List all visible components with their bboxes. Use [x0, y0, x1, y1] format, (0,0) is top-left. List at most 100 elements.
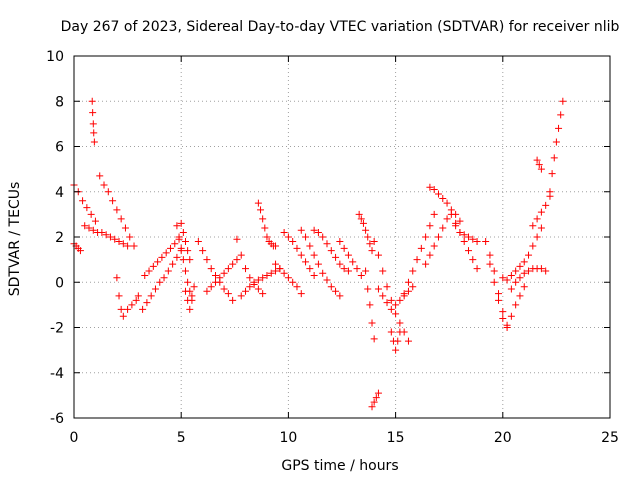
data-point [464, 247, 472, 255]
data-point [297, 290, 305, 298]
data-point [340, 265, 348, 273]
data-point [520, 258, 528, 266]
data-point [409, 267, 417, 275]
data-point [535, 161, 543, 169]
y-tick-label: 0 [55, 275, 64, 291]
data-point [533, 215, 541, 223]
data-point [404, 337, 412, 345]
data-point [362, 267, 370, 275]
data-point [181, 267, 189, 275]
data-point [430, 185, 438, 193]
data-point [289, 278, 297, 286]
data-point [516, 292, 524, 300]
data-point [141, 271, 149, 279]
data-point [409, 283, 417, 291]
data-point [323, 240, 331, 248]
data-point [263, 233, 271, 241]
data-point [104, 188, 112, 196]
data-point [203, 287, 211, 295]
data-point [473, 265, 481, 273]
data-point [88, 97, 96, 105]
data-point [132, 296, 140, 304]
data-point [76, 247, 84, 255]
data-point [194, 238, 202, 246]
data-point [199, 247, 207, 255]
data-point [284, 233, 292, 241]
data-point [546, 188, 554, 196]
data-point [495, 290, 503, 298]
data-point [516, 274, 524, 282]
data-point [529, 242, 537, 250]
data-point [548, 170, 556, 178]
data-point [297, 226, 305, 234]
data-point [456, 217, 464, 225]
data-point [520, 269, 528, 277]
data-point [426, 251, 434, 259]
data-point [229, 296, 237, 304]
data-point [149, 262, 157, 270]
data-point [314, 228, 322, 236]
data-point [332, 253, 340, 261]
ticks-layer: 0 5 10 15 20 25 -6 -4 -2 0 2 4 6 8 10 [46, 49, 619, 446]
data-point [297, 251, 305, 259]
data-point [246, 274, 254, 282]
data-point [357, 215, 365, 223]
data-point [179, 256, 187, 264]
data-point [310, 251, 318, 259]
data-point [254, 276, 262, 284]
data-point [113, 206, 121, 214]
data-point [173, 253, 181, 261]
data-point [229, 260, 237, 268]
y-tick-label: -4 [50, 366, 64, 382]
data-point [207, 265, 215, 273]
data-point [119, 312, 127, 320]
data-point [456, 228, 464, 236]
data-point [512, 267, 520, 275]
data-point [387, 305, 395, 313]
data-point [272, 260, 280, 268]
data-point [181, 287, 189, 295]
y-axis-label: SDTVAR / TECUs [7, 182, 23, 297]
data-point [394, 337, 402, 345]
data-point [443, 215, 451, 223]
data-point [507, 285, 515, 293]
data-point [276, 265, 284, 273]
data-point [158, 253, 166, 261]
data-point [362, 226, 370, 234]
data-point [263, 271, 271, 279]
data-point [490, 267, 498, 275]
data-point [128, 301, 136, 309]
data-point [96, 172, 104, 180]
x-axis-label: GPS time / hours [281, 458, 398, 474]
data-point [443, 199, 451, 207]
data-point [359, 219, 367, 227]
data-point [357, 271, 365, 279]
data-point [486, 260, 494, 268]
data-point [550, 154, 558, 162]
data-point [336, 292, 344, 300]
data-point [175, 233, 183, 241]
data-point [237, 251, 245, 259]
data-point [177, 244, 185, 252]
data-point [392, 346, 400, 354]
data-point [482, 238, 490, 246]
data-point [319, 233, 327, 241]
data-point [364, 233, 372, 241]
data-point [284, 274, 292, 282]
data-point [426, 183, 434, 191]
data-point [100, 181, 108, 189]
data-point [368, 319, 376, 327]
data-point [379, 292, 387, 300]
data-point [310, 226, 318, 234]
data-point [439, 195, 447, 203]
data-point [280, 269, 288, 277]
data-point [257, 206, 265, 214]
data-point [400, 290, 408, 298]
data-point [490, 278, 498, 286]
data-point [242, 287, 250, 295]
data-point [181, 238, 189, 246]
data-point [422, 233, 430, 241]
data-point [396, 319, 404, 327]
y-tick-label: 2 [55, 230, 64, 246]
